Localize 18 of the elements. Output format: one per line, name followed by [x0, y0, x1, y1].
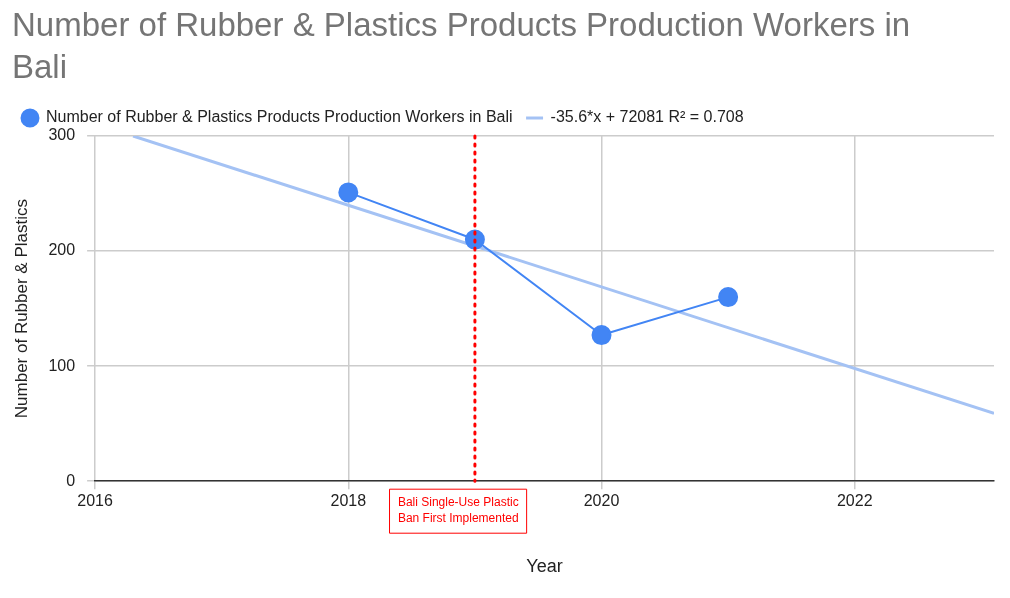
y-tick-label: 0 — [66, 471, 76, 489]
point — [464, 229, 485, 250]
chart-title: Number of Rubber & Plastics Products Production Workers in Bali — [11, 5, 912, 87]
point — [338, 182, 359, 203]
x-tick-label: 2016 — [77, 492, 113, 510]
y-tick-label: 300 — [48, 126, 76, 144]
point — [591, 325, 612, 346]
legend-label: -35.6*x + 72081 R² = 0.708 — [550, 108, 744, 126]
point — [718, 287, 739, 308]
y-axis-title: Number of Rubber & Plastics — [11, 199, 31, 419]
legend-label: Number of Rubber & Plastics Products Production Workers in Bali — [46, 108, 513, 126]
x-axis-title: Year — [526, 556, 563, 577]
y-tick-label: 200 — [48, 241, 76, 259]
x-tick-label: 2018 — [330, 492, 367, 510]
x-tick-label: 2020 — [583, 492, 620, 510]
x-tick-label: 2022 — [836, 492, 873, 510]
y-tick-label: 100 — [48, 356, 76, 374]
ref-line-label: Bali Single-Use Plastic Ban First Implemented — [397, 494, 519, 525]
